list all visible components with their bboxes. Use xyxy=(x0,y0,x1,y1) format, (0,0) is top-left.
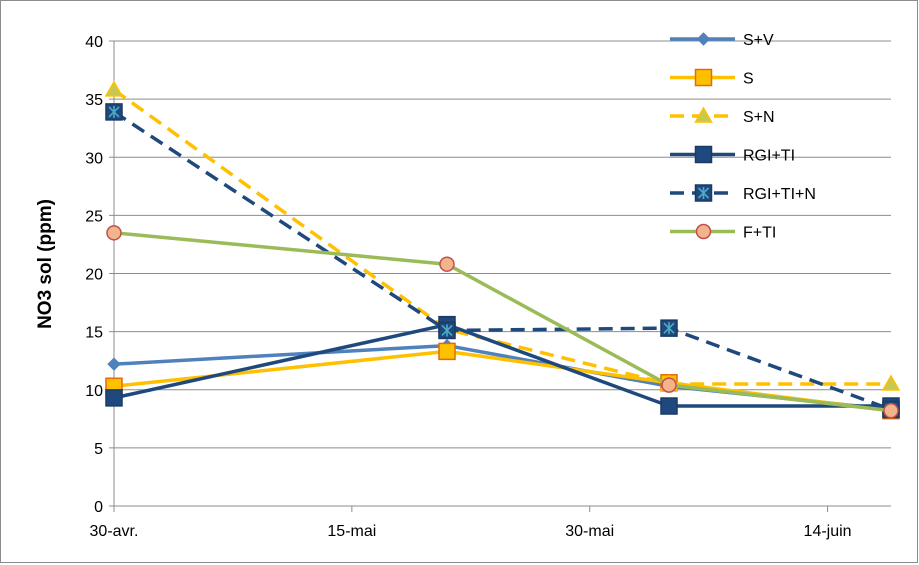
data-point xyxy=(438,321,456,340)
data-point xyxy=(883,402,899,419)
y-tick-label: 15 xyxy=(85,325,103,342)
legend-label: F+TI xyxy=(743,225,776,242)
data-point xyxy=(660,397,678,415)
legend-entry: RGI+TI xyxy=(670,145,795,165)
series-line xyxy=(113,322,891,408)
y-tick-label: 30 xyxy=(85,150,103,167)
legend-marker xyxy=(696,32,711,46)
y-tick-label: 5 xyxy=(94,441,103,458)
legend: S+V S S+N RGI+TI RGI+TI+N F+TI xyxy=(670,32,816,242)
y-tick-label: 10 xyxy=(85,383,103,400)
series-f-ti xyxy=(106,225,899,419)
data-point xyxy=(660,319,678,337)
legend-marker xyxy=(694,145,713,164)
y-tick-label: 0 xyxy=(94,499,103,516)
legend-entry: RGI+TI+N xyxy=(670,184,816,203)
y-tick-label: 20 xyxy=(85,267,103,284)
data-point xyxy=(104,80,124,97)
x-tick-label: 30-avr. xyxy=(90,523,139,540)
series-line xyxy=(113,349,892,413)
data-point xyxy=(105,389,123,407)
data-point xyxy=(881,374,901,391)
legend-label: RGI+TI xyxy=(743,148,795,165)
legend-label: S xyxy=(743,71,754,88)
data-point xyxy=(106,225,122,241)
x-tick-labels: 30-avr. 15-mai 30-mai 14-juin xyxy=(90,523,852,540)
legend-marker xyxy=(695,223,712,240)
data-point xyxy=(438,342,456,361)
data-point xyxy=(107,357,121,371)
legend-marker xyxy=(694,106,713,123)
y-axis-title: NO3 sol (ppm) xyxy=(35,199,56,329)
legend-marker xyxy=(694,68,713,87)
legend-label: RGI+TI+N xyxy=(743,186,816,203)
x-tick-label: 14-juin xyxy=(804,523,852,540)
x-tick-label: 15-mai xyxy=(327,523,376,540)
x-tick-label: 30-mai xyxy=(565,523,614,540)
legend-entry: S xyxy=(670,68,754,88)
y-tick-label: 25 xyxy=(85,208,103,225)
series-line xyxy=(112,88,891,386)
legend-label: S+V xyxy=(743,32,774,49)
legend-label: S+N xyxy=(743,109,775,126)
data-point xyxy=(661,377,677,393)
series-group xyxy=(104,80,901,420)
y-tick-labels: 0 5 10 15 20 25 30 35 40 xyxy=(85,34,103,516)
series-line xyxy=(113,110,892,412)
data-point xyxy=(439,256,455,272)
legend-marker xyxy=(694,184,713,202)
legend-entry: S+N xyxy=(670,106,775,126)
series-line xyxy=(113,343,892,412)
series-line xyxy=(113,231,892,413)
legend-entry: S+V xyxy=(670,32,774,49)
y-tick-label: 40 xyxy=(85,34,103,51)
data-point xyxy=(105,103,123,121)
series-s-v xyxy=(107,338,898,417)
legend-entry: F+TI xyxy=(670,223,776,242)
y-tick-label: 35 xyxy=(85,92,103,109)
